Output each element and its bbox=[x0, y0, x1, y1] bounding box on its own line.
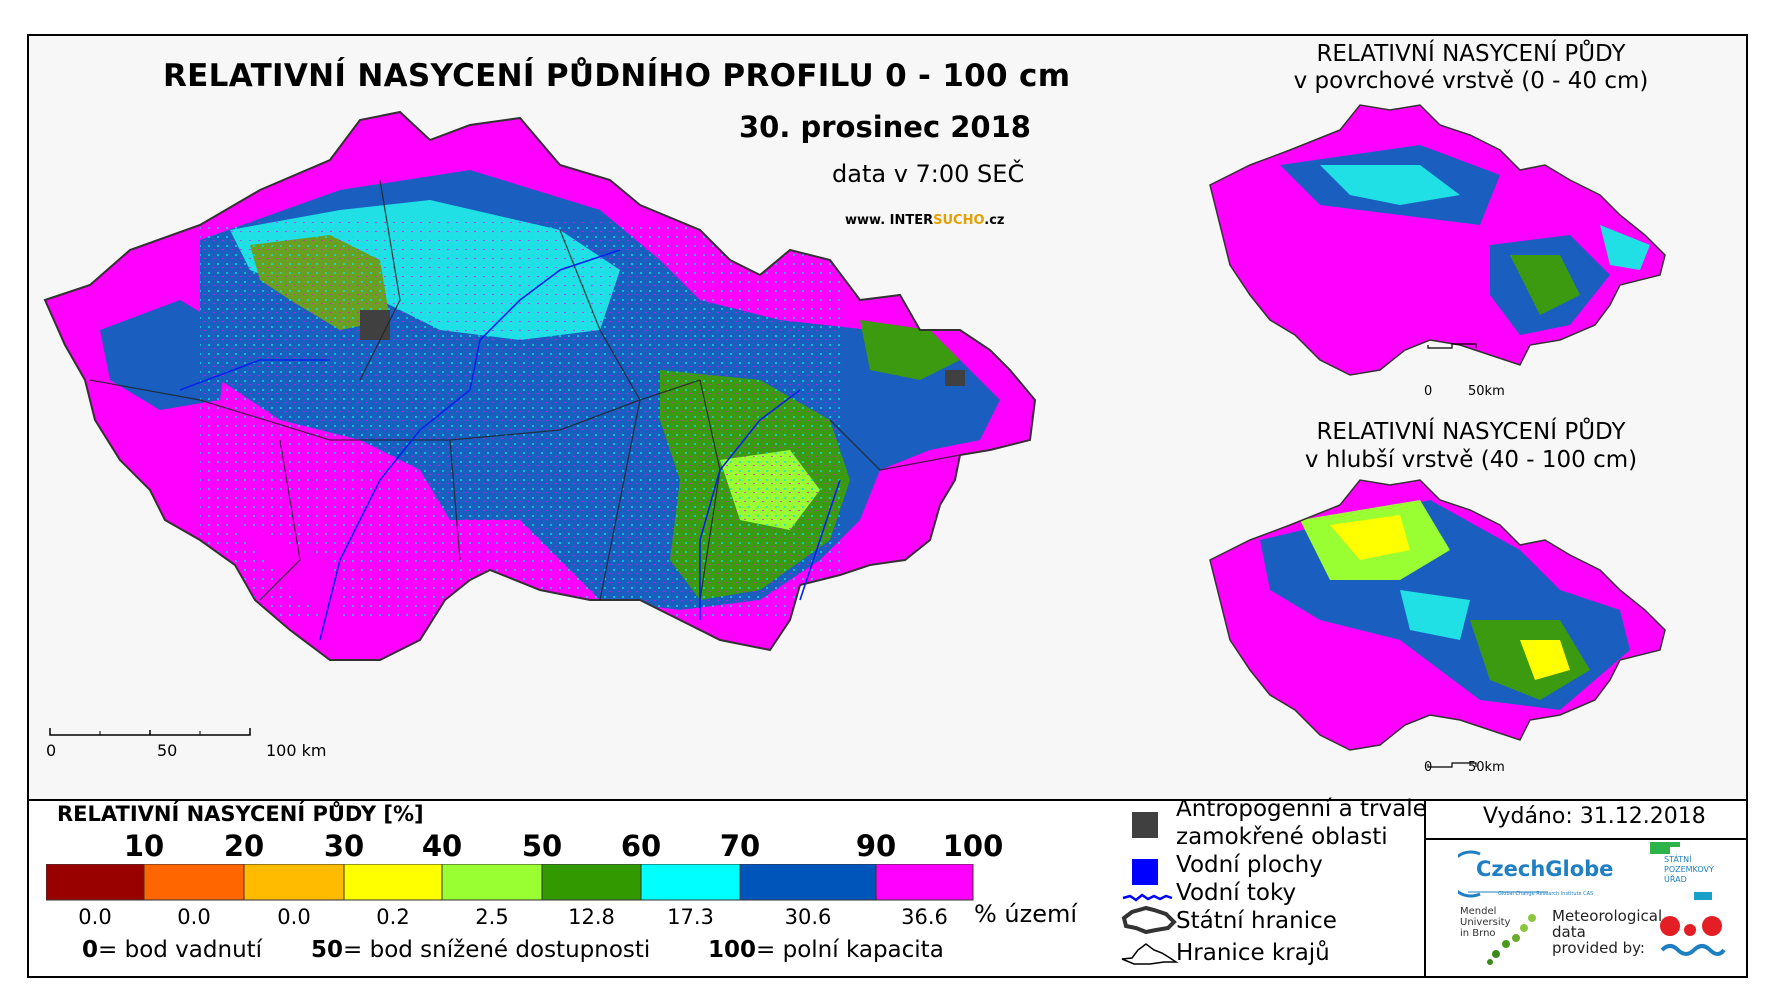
data-time: data v 7:00 SEČ bbox=[832, 160, 1025, 188]
czechglobe-subtitle: Global Change Research Institute CAS bbox=[1498, 891, 1594, 897]
legend-tick-label: 60 bbox=[620, 829, 662, 863]
symbol-label-water-bodies: Vodní plochy bbox=[1176, 852, 1323, 878]
legend-class-swatch bbox=[143, 864, 245, 901]
symbol-label-waterlogged: zamokřené oblasti bbox=[1176, 824, 1388, 850]
spu-logo-icon bbox=[1650, 842, 1712, 900]
river-line-icon bbox=[1122, 893, 1173, 902]
inset-bottom-title-1: RELATIVNÍ NASYCENÍ PŮDY bbox=[1316, 419, 1626, 445]
legend-note-capacity: 100= polní kapacita bbox=[708, 937, 944, 963]
legend-class-swatch bbox=[541, 864, 642, 901]
legend-class-swatch bbox=[441, 864, 543, 901]
legend-title: RELATIVNÍ NASYCENÍ PŮDY [%] bbox=[57, 802, 424, 826]
legend-class-percentage: 0.2 bbox=[376, 905, 410, 929]
website-prefix: www. INTER bbox=[845, 213, 934, 228]
inset-bottom-scale-50: 50km bbox=[1468, 760, 1505, 775]
symbol-label-state-border: Státní hranice bbox=[1176, 908, 1337, 934]
met-data-text: Meteorological data provided by: bbox=[1552, 908, 1662, 956]
legend-tick-label: 70 bbox=[719, 829, 761, 863]
legend-tick-label: 90 bbox=[855, 829, 897, 863]
legend-class-percentage: 12.8 bbox=[568, 905, 615, 929]
main-scale-bar bbox=[49, 728, 251, 736]
legend-class-swatch bbox=[640, 864, 741, 901]
symbol-icons bbox=[1121, 812, 1179, 965]
map-date: 30. prosinec 2018 bbox=[739, 110, 1031, 144]
legend-class-swatch bbox=[875, 864, 974, 901]
note-text: = bod vadnutí bbox=[98, 937, 263, 963]
mendel-logo-text: Mendel University in Brno bbox=[1460, 906, 1510, 939]
mendel-logo-icon bbox=[1487, 914, 1536, 965]
spu-line: ÚŘAD bbox=[1664, 875, 1687, 884]
inset-bottom-map bbox=[1209, 479, 1666, 768]
inset-top-scale-0: 0 bbox=[1424, 384, 1433, 399]
czechglobe-logo-text: CzechGlobe bbox=[1476, 857, 1614, 881]
legend-tick-label: 10 bbox=[123, 829, 165, 863]
legend-class-swatch bbox=[343, 864, 443, 901]
website-suffix: .cz bbox=[984, 213, 1005, 228]
logos-panel bbox=[1424, 799, 1748, 978]
legend-class-percentage: 0.0 bbox=[78, 905, 112, 929]
blue-square-icon bbox=[1132, 859, 1158, 885]
website-link[interactable]: www. INTERSUCHO.cz bbox=[845, 213, 1004, 228]
spu-line: STÁTNÍ bbox=[1664, 855, 1692, 864]
symbol-label-anthropogenic: Antropogenní a trvale bbox=[1176, 796, 1427, 822]
mendel-line: Mendel bbox=[1460, 906, 1497, 917]
mendel-line: in Brno bbox=[1460, 928, 1496, 939]
legend-class-percentage: 0.0 bbox=[277, 905, 311, 929]
note-value: 0 bbox=[82, 937, 99, 963]
note-text: = bod snížené dostupnosti bbox=[343, 937, 651, 963]
inset-top-map bbox=[1209, 104, 1666, 376]
mendel-line: University bbox=[1460, 917, 1511, 928]
inset-top-title-2: v povrchové vrstvě (0 - 40 cm) bbox=[1293, 68, 1649, 94]
legend-class-percentage: 36.6 bbox=[901, 905, 948, 929]
inset-bottom-title-2: v hlubší vrstvě (40 - 100 cm) bbox=[1304, 447, 1638, 473]
inset-top-title-1: RELATIVNÍ NASYCENÍ PŮDY bbox=[1316, 41, 1626, 67]
legend-note-reduced: 50= bod snížené dostupnosti bbox=[311, 937, 650, 963]
legend-class-swatch bbox=[46, 864, 145, 901]
map-title: RELATIVNÍ NASYCENÍ PŮDNÍHO PROFILU 0 - 1… bbox=[163, 58, 1071, 94]
legend-class-percentage: 2.5 bbox=[475, 905, 509, 929]
legend-class-swatch bbox=[739, 864, 877, 901]
symbol-label-rivers: Vodní toky bbox=[1176, 880, 1297, 906]
legend-class-percentage: 30.6 bbox=[784, 905, 832, 929]
legend-tick-label: 20 bbox=[223, 829, 265, 863]
inset-bottom-scale-0: 0 bbox=[1424, 760, 1433, 775]
region-border-icon bbox=[1121, 943, 1179, 965]
issued-date: Vydáno: 31.12.2018 bbox=[1483, 804, 1706, 829]
chmi-logo-icon bbox=[1660, 916, 1726, 956]
gray-square-icon bbox=[1132, 812, 1158, 838]
legend-tick-label: 30 bbox=[323, 829, 365, 863]
inset-top-scale-50: 50km bbox=[1468, 384, 1505, 399]
legend-class-swatch bbox=[243, 864, 345, 901]
website-highlight: SUCHO bbox=[933, 213, 985, 228]
note-text: = polní kapacita bbox=[756, 937, 944, 963]
legend-note-wilting: 0= bod vadnutí bbox=[82, 937, 262, 963]
met-line: data bbox=[1552, 923, 1586, 941]
legend-tick-label: 50 bbox=[521, 829, 563, 863]
logos-divider bbox=[1424, 838, 1748, 840]
legend-class-percentage: 0.0 bbox=[177, 905, 211, 929]
state-border-icon bbox=[1121, 905, 1177, 935]
legend-tick-label: 40 bbox=[421, 829, 463, 863]
legend-unit: % území bbox=[974, 900, 1078, 928]
legend-color-bar bbox=[46, 864, 974, 901]
legend-class-percentage: 17.3 bbox=[667, 905, 714, 929]
note-value: 100 bbox=[708, 937, 757, 963]
spu-logo-text: STÁTNÍ POZEMKOVÝ ÚŘAD bbox=[1664, 855, 1714, 885]
spu-line: POZEMKOVÝ bbox=[1664, 865, 1714, 874]
legend-tick-label: 100 bbox=[942, 829, 1004, 863]
note-value: 50 bbox=[311, 937, 344, 963]
czechglobe-logo-icon bbox=[1458, 850, 1548, 898]
met-line: Meteorological bbox=[1552, 907, 1663, 925]
main-scale-label-100: 100 km bbox=[266, 741, 327, 760]
main-scale-label-50: 50 bbox=[157, 741, 178, 760]
main-scale-label-0: 0 bbox=[46, 741, 57, 760]
symbol-label-region-border: Hranice krajů bbox=[1176, 940, 1330, 966]
met-line: provided by: bbox=[1552, 939, 1645, 957]
